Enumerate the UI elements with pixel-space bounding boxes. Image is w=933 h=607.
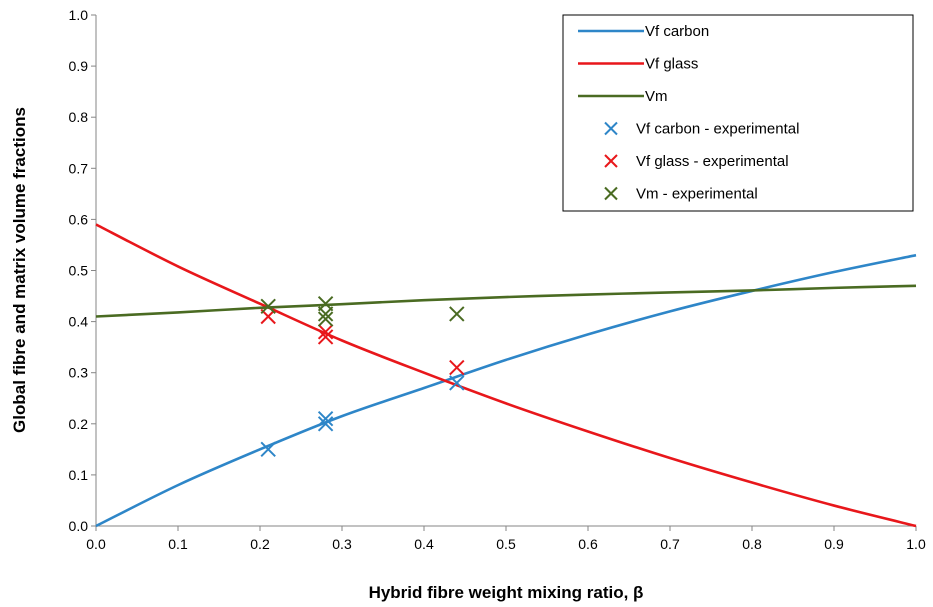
legend-swatch	[604, 121, 618, 136]
data-point-vm-experimental	[260, 298, 276, 314]
legend-label: Vf glass	[645, 56, 698, 73]
x-tick-label: 0.9	[824, 536, 844, 552]
x-tick-label: 0.8	[742, 536, 762, 552]
x-tick-label: 0.2	[250, 536, 270, 552]
x-tick-label: 0.0	[86, 536, 106, 552]
series-line-vm	[95, 284, 917, 318]
y-axis-title: Global fibre and matrix volume fractions	[10, 107, 29, 433]
x-tick-label: 0.7	[660, 536, 680, 552]
series-line-vf-carbon	[95, 253, 917, 528]
y-tick-label: 0.7	[69, 160, 89, 176]
y-tick-label: 0.0	[69, 518, 89, 534]
y-tick-label: 0.2	[69, 416, 89, 432]
x-tick-label: 0.5	[496, 536, 516, 552]
data-point-vm-experimental	[317, 306, 334, 322]
y-tick-label: 0.9	[69, 58, 89, 74]
data-point-vf-carbon-experimental	[260, 441, 276, 458]
data-point-vm-experimental	[317, 311, 334, 327]
x-tick-label: 0.1	[168, 536, 188, 552]
data-point-vf-carbon-experimental	[317, 416, 334, 432]
data-point-vf-carbon-experimental	[317, 410, 334, 427]
y-tick-label: 0.6	[69, 211, 89, 227]
x-axis-title: Hybrid fibre weight mixing ratio, β	[369, 583, 644, 602]
x-tick-label: 0.3	[332, 536, 352, 552]
y-tick-label: 0.4	[69, 314, 89, 330]
legend: Vf carbon Vf glass Vm Vf carbon - experimen…	[562, 14, 914, 212]
data-point-vf-glass-experimental	[317, 329, 334, 345]
legend-label: Vf carbon - experimental	[636, 121, 799, 138]
y-tick-label: 0.3	[69, 365, 89, 381]
y-tick-label: 1.0	[69, 7, 89, 23]
x-tick-label: 1.0	[906, 536, 926, 552]
x-tick-label: 0.4	[414, 536, 434, 552]
data-point-vf-carbon-experimental	[449, 375, 465, 391]
legend-box	[562, 14, 914, 212]
y-tick-label: 0.5	[69, 263, 89, 279]
legend-label: Vm - experimental	[636, 186, 758, 203]
y-tick-label: 0.8	[69, 109, 89, 125]
series-line-vf-glass	[95, 223, 917, 528]
x-tick-label: 0.6	[578, 536, 598, 552]
legend-label: Vf glass - experimental	[636, 153, 789, 170]
data-point-vf-glass-experimental	[317, 324, 334, 340]
y-tick-label: 0.1	[69, 467, 89, 483]
legend-label: Vm	[645, 88, 668, 105]
legend-swatch	[604, 186, 618, 201]
legend-label: Vf carbon	[645, 23, 709, 40]
data-point-vf-glass-experimental	[449, 359, 465, 376]
data-point-vm-experimental	[449, 306, 465, 322]
legend-swatch	[604, 154, 618, 168]
axes: 0.0 0.1 0.2 0.3 0.4 0.5 0.6 0.7 0.8 0.9 1.0 0.0 0.1 0…	[69, 7, 926, 552]
series-layer	[95, 223, 917, 528]
